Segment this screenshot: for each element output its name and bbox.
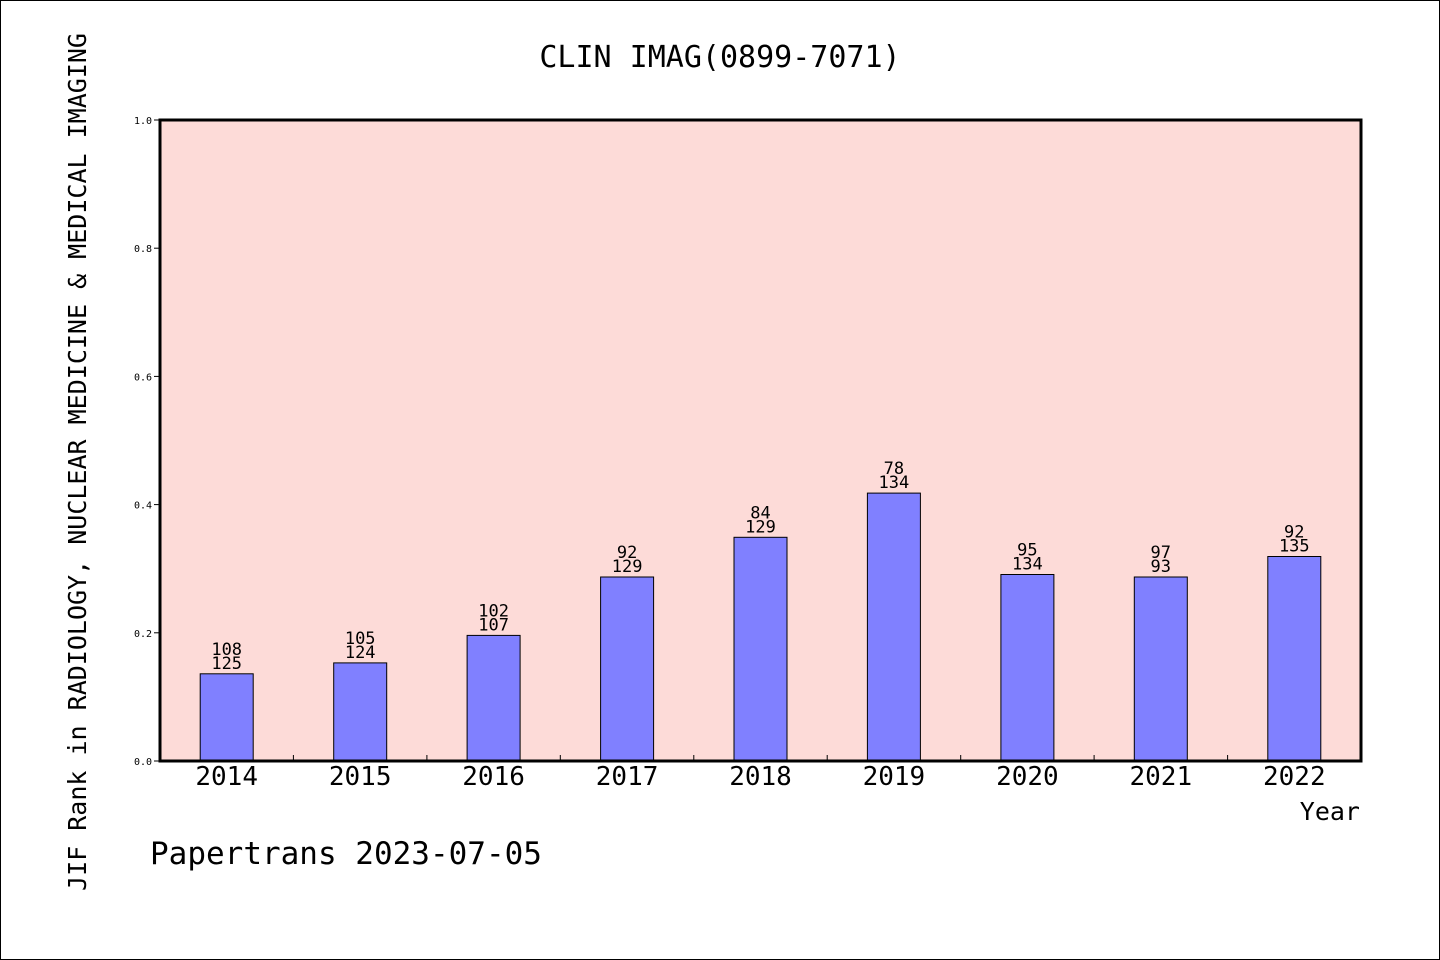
y-tick-label: 0.6 [134, 372, 152, 383]
bar-rank-label-2021: 97 [1151, 543, 1171, 563]
bar-total-label-2021: 93 [1151, 557, 1171, 577]
bar-total-label-2019: 134 [879, 473, 910, 493]
bar-rank-label-2017: 92 [617, 543, 637, 563]
bar-2021 [1133, 576, 1188, 762]
x-tick-label-2014: 2014 [195, 762, 258, 792]
bar-total-label-2017: 129 [612, 557, 643, 577]
bar-total-label-2018: 129 [745, 517, 776, 537]
bar-rank-label-2020: 95 [1017, 541, 1037, 561]
x-tick-label-2017: 2017 [596, 762, 659, 792]
x-tick-label-2020: 2020 [996, 762, 1059, 792]
y-tick-label: 0.4 [134, 501, 152, 512]
x-tick-label-2016: 2016 [462, 762, 525, 792]
bar-2016 [466, 634, 521, 762]
bar-2019 [866, 492, 921, 762]
x-axis-label: Year [1300, 797, 1360, 826]
chart-title: CLIN IMAG(0899-7071) [539, 40, 900, 75]
bar-rank-label-2014: 108 [211, 640, 242, 660]
footer-credit: Papertrans 2023-07-05 [150, 836, 542, 872]
bar-2017 [600, 576, 655, 762]
bar-rank-label-2016: 102 [478, 601, 509, 621]
bar-2015 [333, 662, 388, 762]
bar-rank-label-2022: 92 [1284, 523, 1304, 543]
x-axis: 2014 2015 2016 2017 2018 2019 2020 2021 2022 [195, 755, 1326, 792]
bar-2014 [199, 673, 254, 762]
x-tick-label-2022: 2022 [1263, 762, 1326, 792]
bar-2020 [1000, 574, 1055, 762]
plot-border [158, 118, 1363, 763]
x-tick-label-2018: 2018 [729, 762, 792, 792]
y-axis-label: JIF Rank in RADIOLOGY, NUCLEAR MEDICINE … [63, 33, 92, 891]
y-axis: 0.0 0.2 0.4 0.6 0.8 1.0 [134, 116, 160, 768]
y-tick-label: 0.2 [134, 629, 152, 640]
bar-2018 [733, 536, 788, 762]
x-tick-label-2021: 2021 [1129, 762, 1192, 792]
bar-total-label-2015: 124 [345, 643, 376, 663]
bar-2022 [1267, 556, 1322, 762]
bar-total-label-2016: 107 [478, 615, 509, 635]
bar-total-label-2022: 135 [1279, 537, 1310, 557]
bar-rank-label-2019: 78 [884, 459, 904, 479]
bar-rank-label-2018: 84 [750, 503, 770, 523]
bars-group [199, 492, 1322, 762]
bar-labels-group: 1081251051241021079212984129781349513497… [211, 459, 1309, 674]
y-tick-label: 0.8 [134, 244, 152, 255]
bar-rank-label-2015: 105 [345, 629, 376, 649]
x-tick-label-2015: 2015 [329, 762, 392, 792]
bar-total-label-2020: 134 [1012, 555, 1043, 575]
bar-total-label-2014: 125 [211, 654, 242, 674]
y-tick-label: 0.0 [134, 757, 152, 768]
x-tick-label-2019: 2019 [863, 762, 926, 792]
y-tick-label: 1.0 [134, 116, 152, 127]
